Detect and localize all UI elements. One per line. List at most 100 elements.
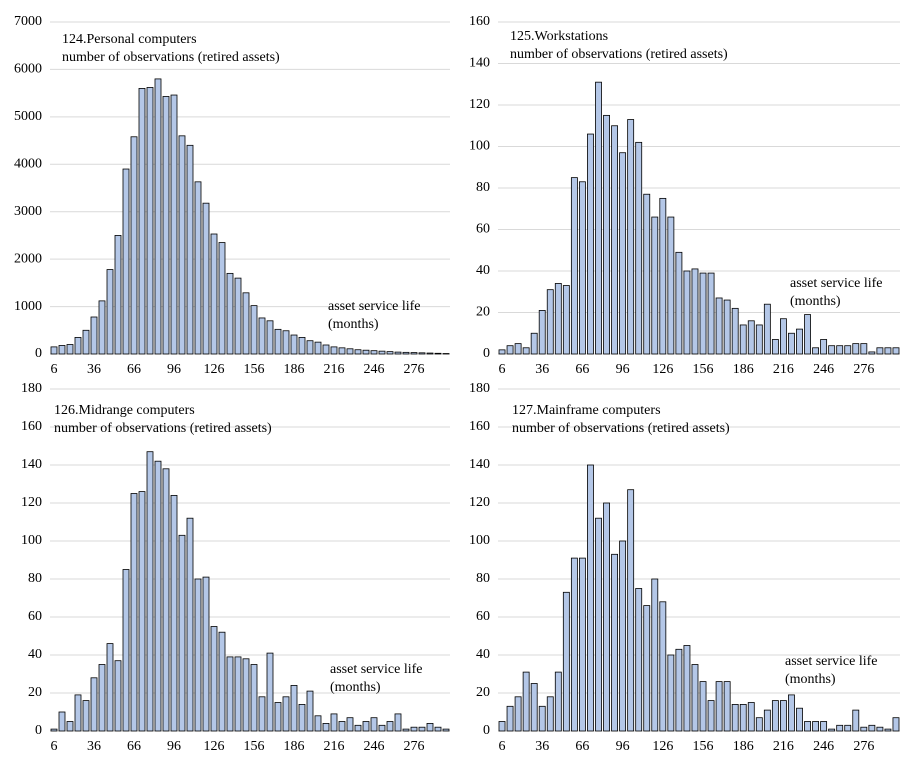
bar xyxy=(876,347,884,355)
bar xyxy=(538,705,546,732)
bar xyxy=(394,351,402,355)
bar xyxy=(298,704,306,732)
bar xyxy=(675,648,683,732)
bar xyxy=(218,242,226,355)
bar xyxy=(771,339,779,355)
chart-title: 127.Mainframe computers xyxy=(512,403,661,418)
bar xyxy=(98,300,106,355)
bar xyxy=(755,324,763,355)
bar xyxy=(242,292,250,355)
bar xyxy=(378,350,386,355)
bar xyxy=(498,349,506,355)
bar xyxy=(739,704,747,732)
bar xyxy=(796,707,803,732)
x-tick-label: 126 xyxy=(652,739,673,754)
bar xyxy=(106,643,114,732)
bar xyxy=(852,709,860,732)
bar xyxy=(587,464,594,732)
bar xyxy=(675,251,683,355)
y-tick-label: 160 xyxy=(21,419,42,434)
bar xyxy=(828,345,836,355)
bar xyxy=(50,346,58,355)
bar xyxy=(82,329,90,355)
bar xyxy=(579,557,586,732)
bar xyxy=(715,297,723,355)
bar xyxy=(346,717,354,732)
bar xyxy=(106,269,114,355)
bar xyxy=(804,314,811,355)
bar xyxy=(442,728,450,732)
bar xyxy=(788,332,795,355)
bar xyxy=(892,347,900,355)
bar xyxy=(780,318,787,355)
annotation: (months) xyxy=(328,317,379,332)
y-tick-label: 120 xyxy=(469,495,490,510)
x-tick-label: 96 xyxy=(167,739,181,754)
bar xyxy=(595,81,602,355)
bar xyxy=(868,724,876,732)
bar xyxy=(418,726,426,732)
y-tick-label: 160 xyxy=(469,14,490,29)
x-tick-label: 276 xyxy=(404,362,425,377)
bar xyxy=(378,724,386,732)
chart-title: 125.Workstations xyxy=(510,29,608,44)
bar xyxy=(699,681,707,732)
bar xyxy=(146,87,154,355)
annotation: asset service life xyxy=(328,299,421,314)
bar xyxy=(58,345,66,355)
y-tick-label: 1000 xyxy=(14,299,42,314)
annotation: (months) xyxy=(790,294,841,309)
bar xyxy=(306,340,314,355)
x-tick-label: 156 xyxy=(693,362,714,377)
bar xyxy=(820,721,828,732)
bar xyxy=(530,683,538,732)
x-tick-label: 276 xyxy=(853,739,874,754)
x-tick-label: 96 xyxy=(616,739,630,754)
bar xyxy=(763,303,771,355)
x-tick-label: 126 xyxy=(204,739,225,754)
x-tick-label: 276 xyxy=(853,362,874,377)
x-tick-label: 186 xyxy=(733,362,754,377)
bar xyxy=(771,700,779,732)
y-tick-label: 100 xyxy=(469,139,490,154)
bar xyxy=(659,601,667,732)
bar xyxy=(651,216,659,355)
chart-subtitle: number of observations (retired assets) xyxy=(62,50,280,65)
bar xyxy=(603,502,610,732)
y-tick-label: 20 xyxy=(28,685,42,700)
bar xyxy=(836,345,844,355)
x-tick-label: 216 xyxy=(324,362,345,377)
x-tick-label: 156 xyxy=(244,362,265,377)
bar xyxy=(402,351,410,355)
bar xyxy=(868,351,876,355)
bar xyxy=(202,576,210,732)
x-tick-label: 216 xyxy=(773,362,794,377)
bar xyxy=(66,721,74,732)
bar xyxy=(194,181,202,355)
bar xyxy=(603,114,610,355)
bar xyxy=(210,233,218,355)
bar xyxy=(226,272,234,355)
y-tick-label: 20 xyxy=(476,685,490,700)
bar xyxy=(498,721,506,732)
y-tick-label: 20 xyxy=(476,305,490,320)
bar xyxy=(828,728,836,732)
bar xyxy=(530,332,538,355)
bar xyxy=(699,272,707,355)
bar xyxy=(122,168,130,355)
y-tick-label: 0 xyxy=(483,346,490,361)
x-tick-label: 66 xyxy=(127,362,141,377)
bar xyxy=(282,330,290,355)
bar xyxy=(691,664,699,732)
bar xyxy=(522,347,530,355)
bar xyxy=(98,664,106,732)
bar xyxy=(386,721,394,732)
bar xyxy=(402,728,410,732)
x-tick-label: 156 xyxy=(693,739,714,754)
y-tick-label: 120 xyxy=(21,495,42,510)
annotation: asset service life xyxy=(790,276,883,291)
bar xyxy=(570,177,578,355)
bar xyxy=(554,671,562,732)
x-tick-label: 6 xyxy=(51,362,58,377)
